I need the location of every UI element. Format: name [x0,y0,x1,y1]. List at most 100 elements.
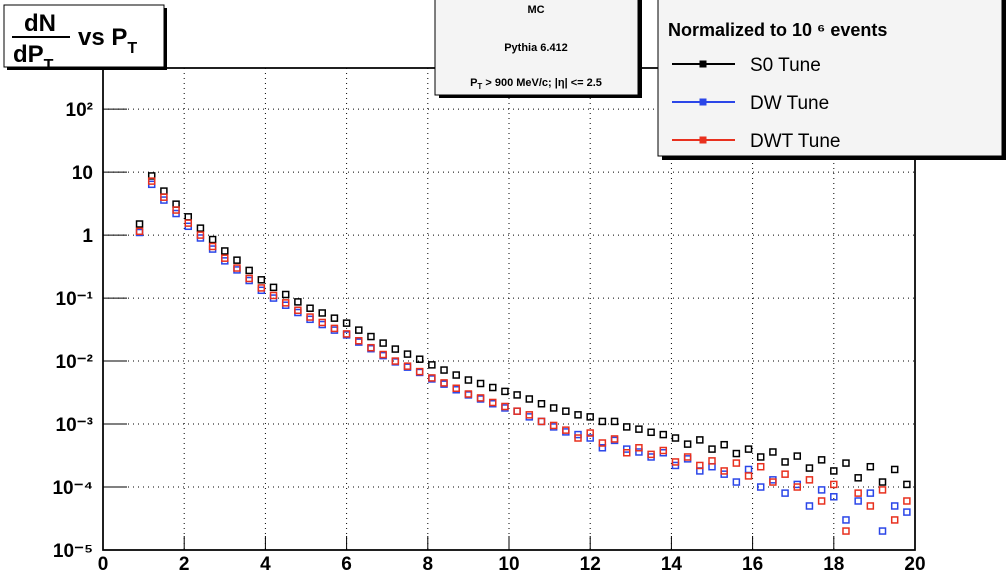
data-point [440,366,448,374]
data-point [610,435,619,443]
data-point [756,462,765,471]
y-tick-label: 10 [72,163,93,184]
data-point [306,313,314,321]
data-point [549,421,558,430]
title-text: vs PT [78,24,137,57]
data-point [318,309,326,317]
data-point [683,440,692,448]
data-point [403,362,412,370]
info-rest: > 900 MeV/c; |η| <= 2.5 [482,77,602,89]
data-point [890,465,899,474]
data-point [878,486,887,494]
title-numerator: dN [24,10,56,37]
data-point [622,449,631,457]
y-tick-label: 10⁻² [56,352,94,373]
y-tick-label: 10⁻⁴ [52,478,93,499]
data-point [342,319,351,327]
data-point [903,497,911,505]
data-point [379,339,387,347]
data-point [878,478,887,486]
data-point [842,516,850,524]
data-point [562,426,570,434]
info-box [434,0,639,96]
data-point [793,483,802,491]
data-point [635,425,643,433]
data-point [269,283,278,292]
data-point [208,242,217,251]
data-point [732,449,741,458]
data-point [805,476,814,484]
data-point [415,367,424,376]
data-point [647,428,655,437]
data-point [586,429,594,437]
data-point [817,486,826,494]
data-point [537,417,546,426]
data-point [294,306,302,315]
data-point [793,452,802,460]
data-point [635,448,643,456]
x-tick-label: 6 [341,554,352,575]
data-point [866,489,875,497]
data-point [306,304,314,312]
data-point [781,458,789,466]
data-point [769,448,777,456]
data-point [428,361,436,369]
data-point [903,508,911,516]
data-point [537,399,546,408]
data-point [489,383,497,392]
data-point [842,459,850,467]
y-tick-label: 10⁻³ [56,415,94,436]
data-point [501,387,509,396]
data-point [586,434,594,442]
data-point [671,434,680,442]
data-point [391,357,400,365]
data-point [598,417,607,426]
data-point [355,326,363,334]
data-point [830,467,838,475]
data-point [196,224,205,232]
data-point [245,274,253,283]
data-point [476,394,485,402]
data-point [659,430,668,439]
data-point [562,407,570,415]
data-point [379,350,387,359]
legend-title: Normalized to 10 ⁶ events [668,20,887,40]
x-tick-label: 2 [179,554,190,575]
info-line: PT > 900 MeV/c; |η| <= 2.5 [470,77,602,91]
data-point [890,516,899,524]
data-point [842,527,850,535]
data-point [452,371,460,379]
data-point [732,478,741,486]
data-point [647,450,655,459]
data-point [257,284,266,292]
x-tick-label: 16 [742,554,763,575]
data-point [756,453,765,461]
data-point [184,219,193,227]
data-point [720,467,728,475]
data-point [391,345,400,353]
data-point [574,434,582,442]
legend: S0 Tune DW Tune DWT Tune [672,55,840,152]
title-text-sub: T [127,40,137,57]
info-line: MC [527,4,544,16]
x-tick-label: 20 [904,554,925,575]
data-point [769,478,777,486]
data-point [281,299,290,307]
data-point [355,337,363,345]
data-point [269,291,278,300]
data-point [245,266,253,275]
data-point [696,436,704,444]
title-denominator-main: dP [13,41,44,68]
info-p: P [470,77,477,89]
data-point [696,461,704,470]
y-tick-label: 10⁻⁵ [53,541,93,562]
data-point [489,398,497,407]
x-tick-label: 4 [260,554,271,575]
data-point [720,440,728,449]
data-point [367,343,375,352]
data-point [708,445,716,453]
data-point [525,395,534,403]
data-point [415,355,424,363]
data-point [708,457,716,465]
title-denominator: dPT [13,41,54,74]
